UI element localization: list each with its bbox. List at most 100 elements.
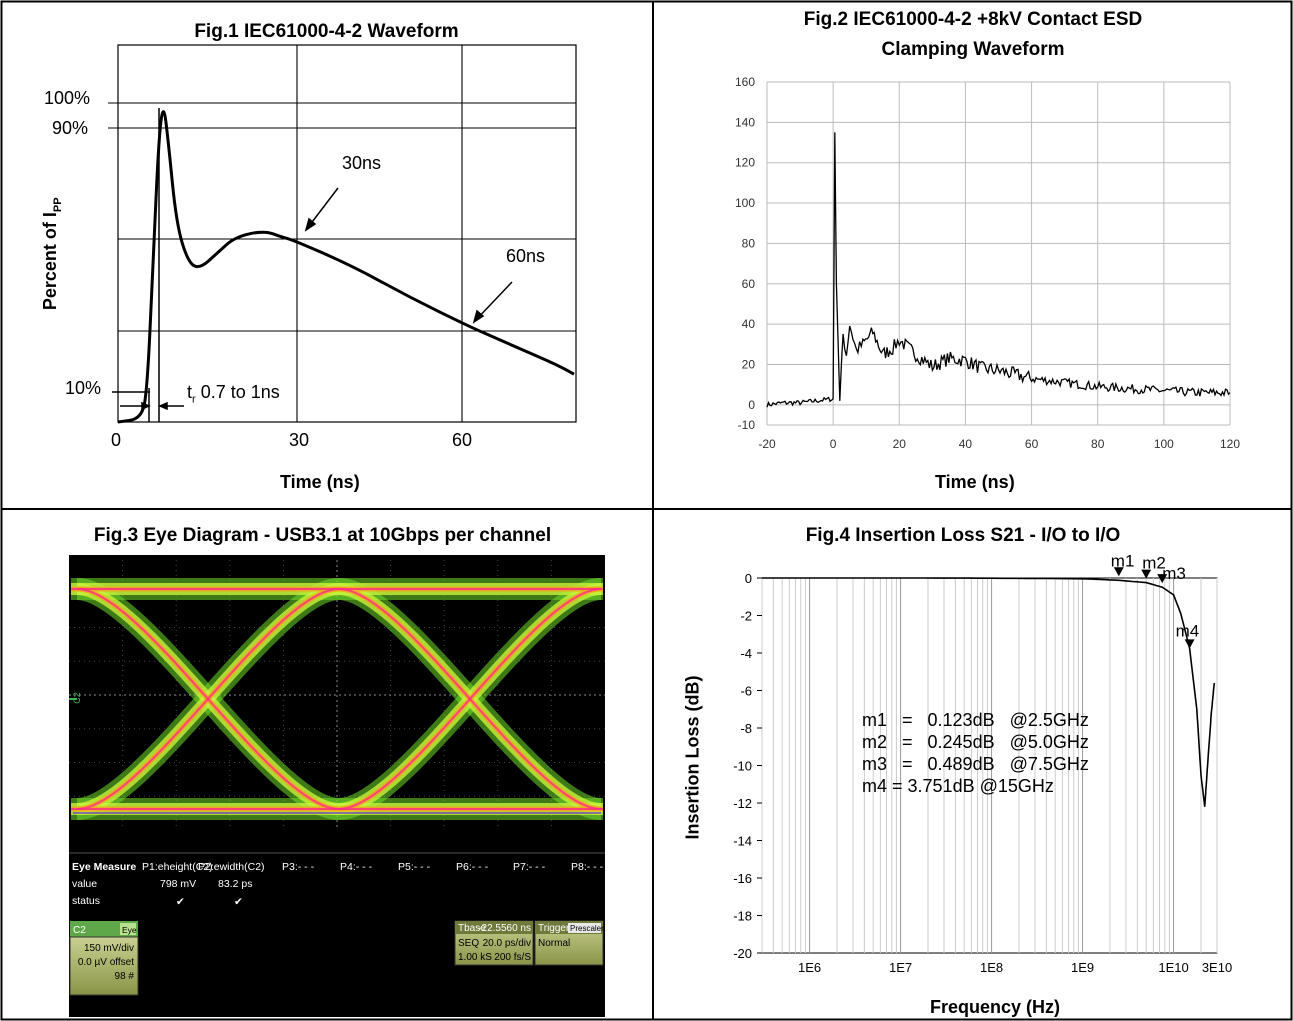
fig2-ytick-label: 80 — [742, 236, 756, 250]
scope-p8: P8:- - - — [571, 861, 604, 873]
fig4-ylabel: Insertion Loss (dB) — [682, 675, 703, 840]
fig3-eye-diagram: Eye Measure P1:eheight(C2) P2:ewidth(C2)… — [69, 555, 605, 1017]
fig3-title: Fig.3 Eye Diagram - USB3.1 at 10Gbps per… — [93, 525, 552, 546]
fig4-ytick-label: 0 — [745, 571, 752, 586]
fig4-xtick-label: 1E7 — [889, 960, 912, 975]
fig4-marker-text-1: m1 = 0.123dB @2.5GHz — [862, 710, 1089, 730]
fig2-xtick-label: 120 — [1220, 437, 1240, 451]
fig4-ytick-label: -2 — [740, 609, 752, 624]
fig4-marker-label-m4: m4 — [1176, 621, 1200, 640]
scope-p5: P5:- - - — [398, 861, 431, 873]
fig2-ytick-label: 140 — [735, 115, 755, 129]
fig4-marker-m4 — [1184, 639, 1195, 649]
fig4-ytick-label: -18 — [733, 909, 752, 924]
scope-status-label: status — [72, 895, 100, 907]
fig4-marker-text-4: m4 = 3.751dB @15GHz — [862, 776, 1054, 796]
fig1-panel: Fig.1 IEC61000-4-2 Waveform 100% 90% 10%… — [0, 0, 653, 509]
scope-value-label: value — [72, 878, 97, 890]
fig1-xlabel: Time (ns) — [280, 472, 360, 492]
scope-p7: P7:- - - — [513, 861, 546, 873]
fig4-xtick-label: 1E8 — [980, 960, 1003, 975]
fig2-ytick-label: 160 — [735, 75, 755, 89]
fig4-ytick-label: -14 — [733, 834, 752, 849]
scope-seq-value: 20.0 ps/div — [483, 938, 531, 949]
fig4-ytick-label: -20 — [733, 946, 752, 961]
scope-status-2: ✔ — [234, 896, 243, 908]
fig2-ytick-label: 20 — [742, 357, 756, 371]
fig2-xtick-label: 20 — [893, 437, 907, 451]
fig4-marker-m2 — [1141, 569, 1152, 579]
fig1-arrowhead-60ns — [472, 309, 485, 324]
fig1-xtick-0: 0 — [111, 430, 122, 450]
fig1-annotation-rise-time: tr 0.7 to 1ns — [187, 382, 280, 406]
fig1-rise-arrowhead-right — [158, 401, 168, 411]
fig4-marker-label-m1: m1 — [1111, 551, 1135, 570]
scope-channel-marker: C2 — [71, 692, 82, 704]
eye-transition — [338, 588, 602, 810]
scope-offset: 0.0 µV offset — [78, 957, 134, 968]
scope-tbase-label: Tbase — [458, 923, 486, 934]
fig4-xtick-label: 1E6 — [798, 960, 821, 975]
scope-p3: P3:- - - — [282, 861, 315, 873]
fig4-xtick-label: 1E10 — [1158, 960, 1188, 975]
fig1-xtick-30: 30 — [289, 430, 310, 450]
fig4-panel: Fig.4 Insertion Loss S21 - I/O to I/O 0 -… — [653, 509, 1293, 1021]
fig1-ytick-90: 90% — [52, 118, 89, 138]
scope-channel-mode: Eye — [122, 925, 137, 935]
scope-count: 98 # — [115, 971, 135, 982]
fig4-xtick-label: 3E10 — [1202, 960, 1232, 975]
fig4-title: Fig.4 Insertion Loss S21 - I/O to I/O — [805, 525, 1121, 546]
fig4-chart: 0 -2 -4 -6 -8 -10 -12 -14 -16 -18 -20 1E6 1E7 1E8 1E9 1… — [733, 551, 1232, 975]
fig1-arrowhead-30ns — [304, 217, 317, 232]
fig4-marker-m1 — [1113, 567, 1124, 577]
fig4-marker-text-3: m3 = 0.489dB @7.5GHz — [862, 754, 1089, 774]
scope-p1: P1:eheight(C2) — [142, 861, 213, 873]
fig2-ytick-label: 120 — [735, 156, 755, 170]
fig2-xtick-label: 80 — [1091, 437, 1105, 451]
scope-p2: P2:ewidth(C2) — [198, 861, 265, 873]
fig4-insertion-loss-line — [762, 577, 1216, 807]
fig4-ytick-label: -4 — [740, 646, 752, 661]
fig1-ytick-10: 10% — [65, 378, 102, 398]
fig1-annotation-60ns: 60ns — [506, 246, 546, 266]
fig4-ytick-label: -8 — [740, 721, 752, 736]
scope-trigger-mode: Prescaler — [570, 924, 604, 933]
fig4-marker-m3 — [1157, 574, 1168, 584]
scope-eye-measure: Eye Measure — [72, 861, 136, 873]
fig2-ytick-label: -10 — [738, 418, 756, 432]
scope-value-1: 798 mV — [160, 878, 196, 890]
fig4-ytick-label: -10 — [733, 759, 752, 774]
scope-seq-label: SEQ — [458, 938, 479, 949]
fig1-waveform-line — [117, 110, 575, 424]
fig2-title-line2: Clamping Waveform — [881, 39, 1065, 60]
scope-samples: 1.00 kS — [458, 952, 492, 963]
fig2-ytick-label: 100 — [735, 196, 755, 210]
fig3-panel: Fig.3 Eye Diagram - USB3.1 at 10Gbps per… — [0, 509, 653, 1021]
scope-value-2: 83.2 ps — [218, 878, 252, 890]
scope-channel-name: C2 — [73, 925, 86, 936]
fig2-ytick-label: 60 — [742, 277, 756, 291]
fig4-ytick-label: -12 — [733, 796, 752, 811]
scope-tbase-value: -22.5560 ns — [478, 923, 531, 934]
eye-transition — [76, 588, 340, 810]
fig4-ytick-label: -6 — [740, 684, 752, 699]
scope-channel-box[interactable] — [69, 936, 139, 996]
fig2-chart: -10 0 20 40 60 80 100 120 140 160 -20 0 20 40 60 80 100 1… — [735, 75, 1240, 451]
fig2-xtick-label: 40 — [959, 437, 973, 451]
fig4-marker-label-m2: m2 — [1142, 554, 1166, 573]
fig1-ylabel: Percent of IPP — [40, 197, 64, 311]
fig4-marker-label-m3: m3 — [1162, 564, 1186, 583]
fig1-rise-arrowhead-left — [141, 401, 151, 411]
fig2-ytick-label: 40 — [742, 317, 756, 331]
scope-p6: P6:- - - — [456, 861, 489, 873]
fig4-xlabel: Frequency (Hz) — [930, 997, 1061, 1017]
fig2-xtick-label: 60 — [1025, 437, 1039, 451]
fig2-xtick-label: 100 — [1154, 437, 1174, 451]
fig2-clamping-line — [766, 132, 1231, 408]
fig2-xtick-label: -20 — [758, 437, 776, 451]
fig4-ytick-label: -16 — [733, 871, 752, 886]
scope-status-1: ✔ — [176, 896, 185, 908]
fig1-xtick-60: 60 — [452, 430, 473, 450]
fig1-plot-border — [117, 44, 577, 423]
